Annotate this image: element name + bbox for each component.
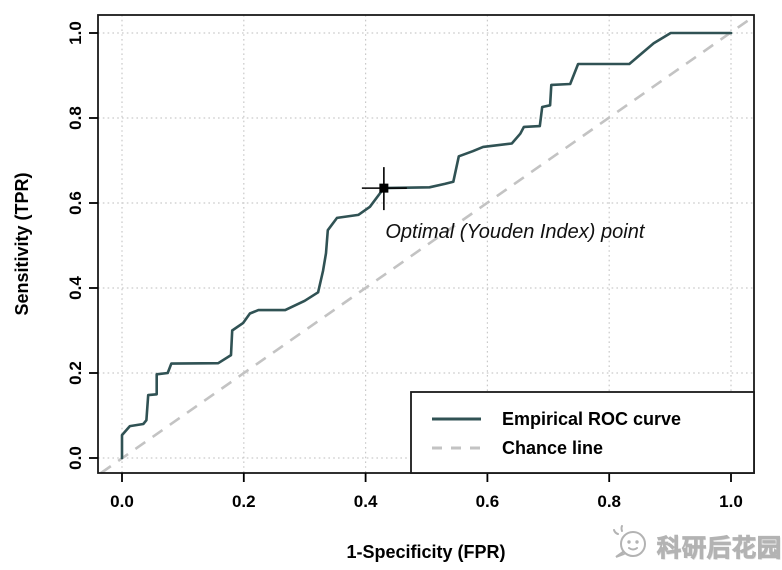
y-tick-label-0: 0.0 <box>66 446 85 470</box>
legend-label-0: Empirical ROC curve <box>502 409 681 429</box>
legend-label-1: Chance line <box>502 438 603 458</box>
y-axis-title: Sensitivity (TPR) <box>12 172 32 315</box>
chat-bubble-face-icon <box>613 525 646 558</box>
x-tick-label-5: 1.0 <box>719 492 743 511</box>
x-tick-label-4: 0.8 <box>597 492 621 511</box>
optimal-point-label: Optimal (Youden Index) point <box>385 221 645 243</box>
y-tick-label-4: 0.8 <box>66 106 85 130</box>
x-axis-title: 1-Specificity (FPR) <box>346 542 505 562</box>
optimal-point-marker <box>361 167 407 211</box>
x-tick-label-1: 0.2 <box>232 492 256 511</box>
x-tick-label-0: 0.0 <box>110 492 134 511</box>
x-tick-label-3: 0.6 <box>476 492 500 511</box>
watermark: 科研后花园 <box>610 524 782 566</box>
marker-square <box>379 183 389 193</box>
y-tick-label-3: 0.6 <box>66 191 85 215</box>
x-tick-label-2: 0.4 <box>354 492 378 511</box>
y-tick-label-1: 0.2 <box>66 361 85 385</box>
chance-line <box>100 15 754 475</box>
y-tick-label-5: 1.0 <box>66 21 85 45</box>
y-tick-label-2: 0.4 <box>66 276 85 300</box>
legend-box <box>410 391 755 474</box>
empirical-roc-curve-line <box>120 31 733 460</box>
watermark-text: 科研后花园 <box>657 534 782 562</box>
